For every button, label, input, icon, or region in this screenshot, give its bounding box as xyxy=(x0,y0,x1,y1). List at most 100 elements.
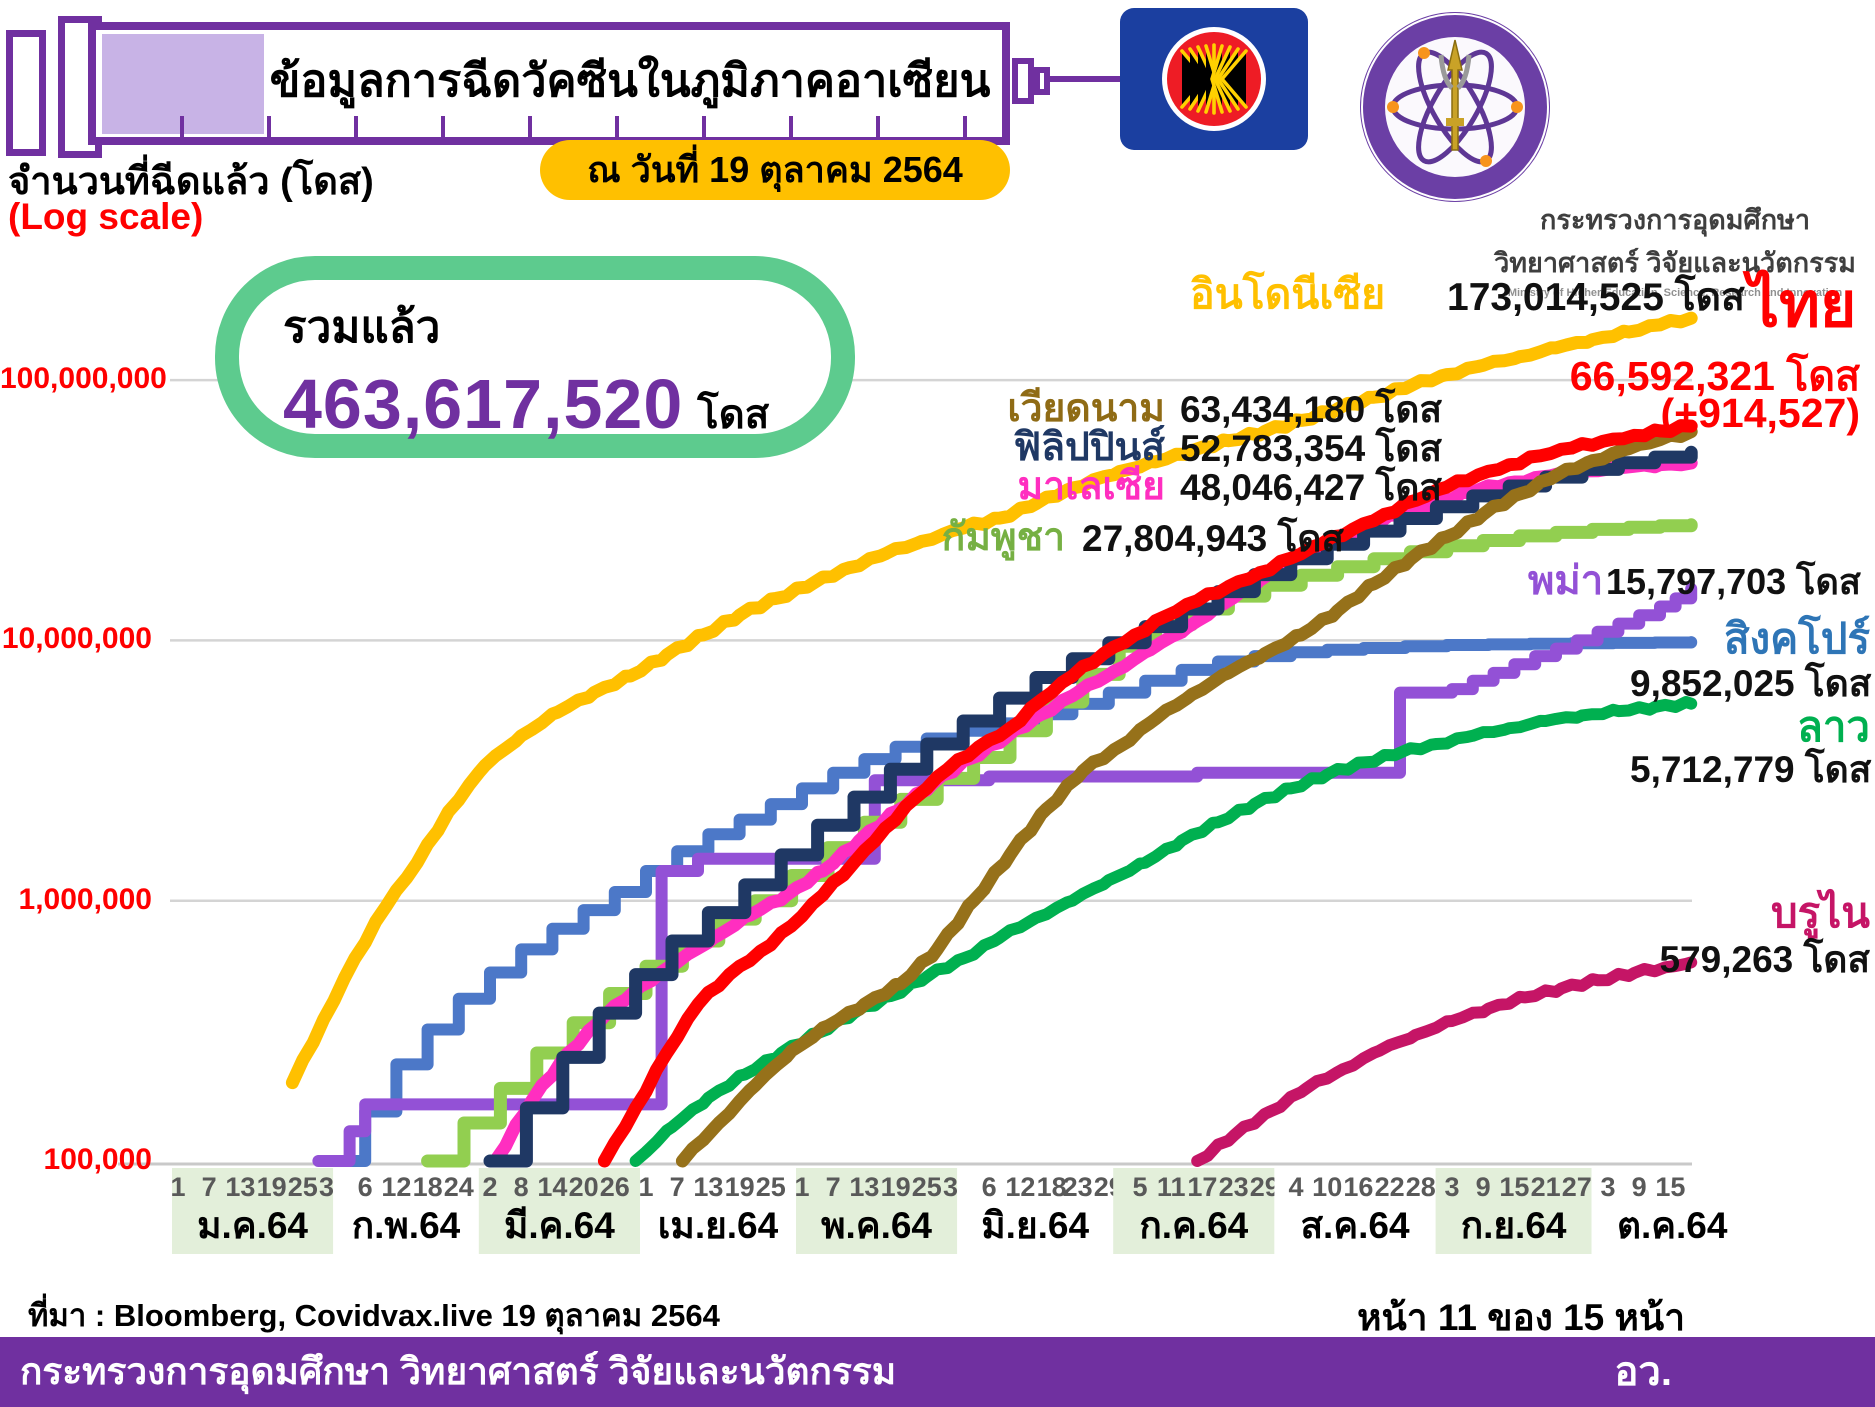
svg-text:16: 16 xyxy=(1343,1172,1373,1202)
svg-text:9: 9 xyxy=(1632,1172,1647,1202)
series-label-laos: ลาว xyxy=(1797,703,1870,750)
y-axis-title: จำนวนที่ฉีดแล้ว (โดส) xyxy=(8,161,374,203)
series-label-vietnam: เวียดนาม xyxy=(1007,387,1165,430)
total-row: 463,617,520 โดส xyxy=(283,364,831,446)
series-value-laos: 5,712,779 โดส xyxy=(1630,749,1872,790)
svg-text:มี.ค.64: มี.ค.64 xyxy=(504,1205,615,1246)
series-label-cambodia: กัมพูชา xyxy=(941,516,1065,559)
series-label-singapore: สิงคโปร์ xyxy=(1723,615,1870,662)
svg-text:9: 9 xyxy=(1476,1172,1491,1202)
total-label: รวมแล้ว xyxy=(283,303,441,352)
svg-text:23: 23 xyxy=(1063,1172,1093,1202)
syringe-plunger-tip-icon xyxy=(6,30,46,156)
svg-text:15: 15 xyxy=(1655,1172,1685,1202)
svg-text:7: 7 xyxy=(826,1172,841,1202)
svg-text:15: 15 xyxy=(1499,1172,1529,1202)
svg-text:1: 1 xyxy=(638,1172,653,1202)
footer-bar xyxy=(0,1337,1875,1407)
svg-text:19: 19 xyxy=(881,1172,911,1202)
svg-text:12: 12 xyxy=(381,1172,411,1202)
ministry-name-line2: วิทยาศาสตร์ วิจัยและนวัตกรรม xyxy=(1494,248,1856,278)
as-of-date-badge: ณ วันที่ 19 ตุลาคม 2564 xyxy=(540,140,1010,200)
svg-text:19: 19 xyxy=(725,1172,755,1202)
total-doses-box: รวมแล้ว 463,617,520 โดส xyxy=(215,256,855,458)
series-value-indonesia: 173,014,525 โดส xyxy=(1447,276,1745,319)
svg-text:12: 12 xyxy=(1005,1172,1035,1202)
asean-flag-icon xyxy=(1120,8,1308,150)
footer-ministry-name: กระทรวงการอุดมศึกษา วิทยาศาสตร์ วิจัยและ… xyxy=(20,1351,897,1392)
syringe-scale-ticks-icon xyxy=(180,116,980,138)
series-value-cambodia: 27,804,943 โดส xyxy=(1082,518,1344,559)
series-value-vietnam: 63,434,180 โดส xyxy=(1180,389,1442,430)
svg-text:22: 22 xyxy=(1375,1172,1405,1202)
series-label-indonesia: อินโดนีเซีย xyxy=(1190,271,1386,317)
svg-text:เม.ย.64: เม.ย.64 xyxy=(658,1205,779,1246)
svg-text:19: 19 xyxy=(257,1172,287,1202)
ministry-name-line1: กระทรวงการอุดมศึกษา xyxy=(1540,205,1810,235)
svg-text:13: 13 xyxy=(225,1172,255,1202)
svg-text:25: 25 xyxy=(756,1172,786,1202)
svg-text:13: 13 xyxy=(849,1172,879,1202)
log-scale-note: (Log scale) xyxy=(8,196,204,237)
series-value-malaysia: 48,046,427 โดส xyxy=(1180,467,1442,508)
y-tick-100000: 100,000 xyxy=(43,1143,152,1176)
series-label-myanmar: พม่า xyxy=(1528,559,1604,603)
series-value-singapore: 9,852,025 โดส xyxy=(1630,663,1872,704)
series-value-brunei: 579,263 โดส xyxy=(1659,939,1870,980)
svg-text:ส.ค.64: ส.ค.64 xyxy=(1300,1205,1409,1246)
series-label-thailand: ไทย xyxy=(1748,271,1857,340)
svg-text:21: 21 xyxy=(1531,1172,1561,1202)
svg-text:11: 11 xyxy=(1157,1172,1186,1202)
svg-text:10: 10 xyxy=(1312,1172,1342,1202)
y-tick-1000000: 1,000,000 xyxy=(18,883,152,916)
svg-text:3: 3 xyxy=(1600,1172,1615,1202)
svg-text:23: 23 xyxy=(1219,1172,1249,1202)
svg-text:ก.ย.64: ก.ย.64 xyxy=(1461,1205,1567,1246)
svg-text:ต.ค.64: ต.ค.64 xyxy=(1617,1205,1728,1246)
svg-text:พ.ค.64: พ.ค.64 xyxy=(821,1205,932,1246)
svg-text:27: 27 xyxy=(1562,1172,1592,1202)
syringe-needle-icon xyxy=(1050,76,1120,82)
svg-text:ก.ค.64: ก.ค.64 xyxy=(1139,1205,1248,1246)
syringe-nozzle-icon xyxy=(1012,58,1034,104)
total-value: 463,617,520 xyxy=(283,365,684,443)
ministry-name-english: Ministry of Higher Education, Science, R… xyxy=(1507,287,1843,299)
svg-text:มิ.ย.64: มิ.ย.64 xyxy=(981,1205,1089,1246)
svg-text:18: 18 xyxy=(1037,1172,1067,1202)
y-tick-100000000: 100,000,000 xyxy=(0,362,167,395)
source-citation: ที่มา : Bloomberg, Covidvax.live 19 ตุลา… xyxy=(28,1298,720,1333)
svg-text:13: 13 xyxy=(693,1172,723,1202)
series-label-malaysia: มาเลเซีย xyxy=(1017,465,1166,508)
series-value-myanmar: 15,797,703 โดส xyxy=(1606,561,1861,602)
series-delta-thailand: (+914,527) xyxy=(1660,390,1860,436)
svg-text:25: 25 xyxy=(912,1172,942,1202)
svg-text:8: 8 xyxy=(514,1172,529,1202)
series-label-brunei: บรูไน xyxy=(1770,889,1870,936)
y-tick-10000000: 10,000,000 xyxy=(1,622,152,655)
svg-text:3: 3 xyxy=(1444,1172,1459,1202)
footer-ministry-abbr: อว. xyxy=(1614,1350,1672,1394)
syringe-nozzle-tip-icon xyxy=(1034,67,1050,95)
svg-text:1: 1 xyxy=(794,1172,809,1202)
svg-text:20: 20 xyxy=(569,1172,599,1202)
svg-text:5: 5 xyxy=(1132,1172,1147,1202)
svg-text:25: 25 xyxy=(288,1172,318,1202)
svg-text:7: 7 xyxy=(670,1172,685,1202)
svg-text:6: 6 xyxy=(982,1172,997,1202)
total-unit: โดส xyxy=(697,393,770,437)
svg-text:4: 4 xyxy=(1288,1172,1303,1202)
series-label-philippines: ฟิลิปปินส์ xyxy=(1013,426,1166,469)
svg-text:28: 28 xyxy=(1406,1172,1436,1202)
series-value-thailand: 66,592,321 โดส xyxy=(1569,353,1860,399)
page-title: ข้อมูลการฉีดวัคซีนในภูมิภาคอาเซียน xyxy=(269,55,991,106)
svg-text:6: 6 xyxy=(358,1172,373,1202)
svg-text:ก.พ.64: ก.พ.64 xyxy=(352,1205,461,1246)
ministry-seal-icon xyxy=(1360,12,1550,202)
svg-text:1: 1 xyxy=(170,1172,185,1202)
svg-text:7: 7 xyxy=(202,1172,217,1202)
svg-text:2: 2 xyxy=(482,1172,497,1202)
page-indicator: หน้า 11 ของ 15 หน้า xyxy=(1357,1297,1685,1338)
svg-text:24: 24 xyxy=(444,1172,474,1202)
